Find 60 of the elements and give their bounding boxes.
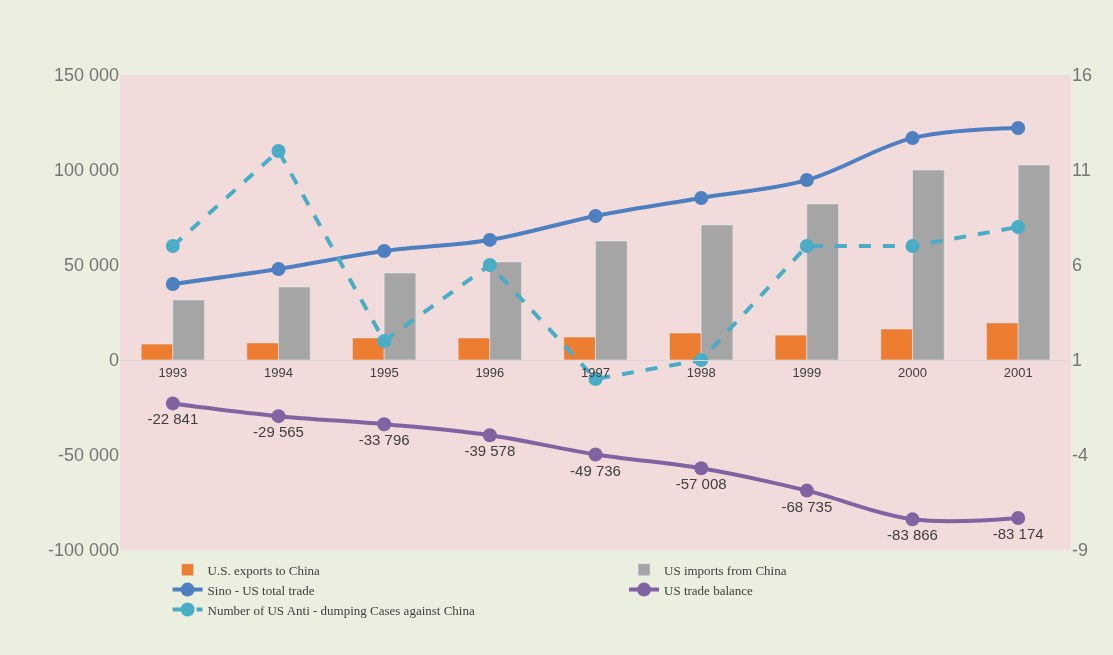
y-tick-label: -50 000	[57, 445, 119, 466]
data-label: -22 841	[147, 410, 199, 428]
x-tick-label: 1999	[792, 364, 822, 380]
x-tick-label: 1996	[475, 364, 505, 380]
point	[799, 173, 814, 188]
y2-tick-label: -9	[1072, 540, 1089, 561]
point	[799, 483, 814, 498]
data-label: -29 565	[253, 423, 304, 441]
point	[377, 243, 392, 258]
y-tick-label: 50 000	[63, 255, 119, 276]
point	[482, 428, 497, 443]
point	[165, 277, 180, 291]
point	[905, 512, 920, 527]
data-label: -57 008	[675, 475, 727, 493]
point	[799, 239, 814, 253]
legend-label: US imports from China	[664, 562, 787, 578]
data-label: -33 796	[358, 431, 410, 449]
data-label: -68 735	[781, 497, 833, 515]
data-label: -83 174	[992, 525, 1044, 543]
point	[165, 239, 180, 253]
point	[905, 239, 920, 253]
x-tick-label: 2001	[1003, 364, 1033, 380]
point	[694, 353, 709, 367]
legend-label: Sino - US total trade	[207, 582, 315, 598]
point	[588, 208, 603, 223]
point	[694, 190, 709, 205]
x-tick-label: 1993	[158, 364, 188, 380]
legend-label: U.S. exports to China	[207, 562, 321, 578]
y-tick-label: -100 000	[47, 540, 119, 561]
y2-tick-label: 6	[1072, 255, 1083, 276]
y2-tick-label: -4	[1072, 445, 1089, 466]
y-tick-label: 100 000	[53, 160, 119, 181]
x-tick-label: 1995	[369, 364, 399, 380]
point	[271, 144, 286, 158]
point	[588, 447, 603, 462]
point	[1011, 511, 1026, 526]
x-tick-label: 1998	[686, 364, 716, 380]
point	[1011, 220, 1026, 234]
y-tick-label: 0	[108, 350, 119, 371]
data-label: -83 866	[887, 526, 938, 544]
point	[905, 131, 920, 146]
point	[377, 417, 392, 432]
point	[694, 461, 709, 476]
y2-tick-label: 16	[1072, 65, 1093, 86]
point	[1011, 121, 1026, 135]
point	[482, 232, 497, 247]
x-tick-label: 1994	[264, 364, 293, 380]
point	[271, 409, 286, 424]
point	[271, 261, 286, 276]
x-tick-label: 2000	[898, 364, 927, 380]
point	[165, 396, 180, 411]
data-label: -39 578	[464, 442, 516, 460]
point	[482, 258, 497, 272]
legend-label: US trade balance	[664, 582, 754, 598]
point	[377, 334, 392, 348]
y2-tick-label: 11	[1072, 160, 1091, 181]
y2-tick-label: 1	[1072, 350, 1083, 371]
legend-label: Number of US Anti - dumping Cases against China	[207, 602, 475, 618]
data-label: -49 736	[570, 461, 621, 479]
y-tick-label: 150 000	[53, 65, 119, 86]
